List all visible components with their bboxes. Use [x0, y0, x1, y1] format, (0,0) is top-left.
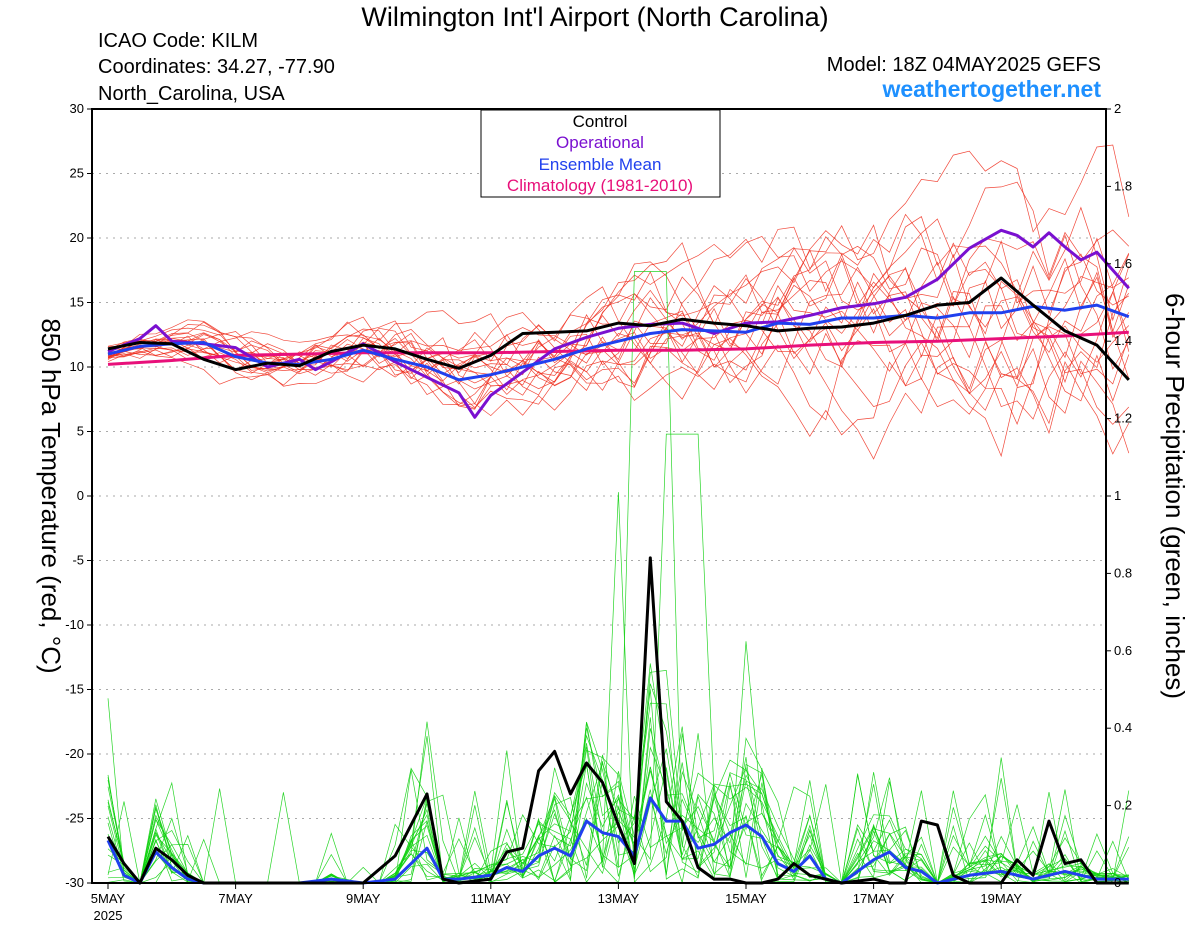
right-tick-label: 0.2 [1114, 798, 1132, 813]
left-tick-label: 5 [77, 424, 84, 439]
x-tick-label: 17MAY [853, 891, 895, 906]
temperature-member-line [107, 234, 1130, 372]
left-tick-label: -5 [72, 553, 84, 568]
right-tick-label: 1.2 [1114, 411, 1132, 426]
right-tick-label: 1.8 [1114, 178, 1132, 193]
temperature-member-line [107, 237, 1129, 437]
model-run: Model: 18Z 04MAY2025 GEFS [827, 54, 1101, 76]
x-tick-label: 9MAY [346, 891, 381, 906]
legend-box [480, 109, 721, 198]
x-tick-label: 15MAY [725, 891, 767, 906]
right-axis-ticks: 0 0.2 0.4 0.6 0.8 1 1.2 1.4 1.6 1.8 2 [1106, 101, 1132, 890]
temperature-member-line [107, 286, 1130, 421]
x-tick-label: 7MAY [218, 891, 253, 906]
legend-climatology: Climatology (1981-2010) [507, 176, 693, 195]
x-axis-ticks: 5MAY 2025 7MAY 9MAY 11MAY 13MAY 15MAY 17MAY 19MA… [91, 883, 1022, 923]
left-tick-label: 10 [70, 359, 84, 374]
location: North_Carolina, USA [98, 83, 285, 105]
left-tick-label: -25 [65, 811, 84, 826]
left-axis-label: 850 hPa Temperature (red, °C) [36, 318, 66, 673]
temperature-member-line [107, 254, 1130, 420]
temperature-member-line [107, 242, 1130, 454]
left-tick-label: 15 [70, 295, 84, 310]
x-tick-label: 11MAY [470, 891, 511, 906]
chart-title: Wilmington Int'l Airport (North Carolina… [361, 2, 828, 32]
left-tick-label: -15 [65, 682, 84, 697]
icao-code: ICAO Code: KILM [98, 30, 258, 52]
left-tick-label: 20 [70, 230, 84, 245]
legend-ensemble-mean: Ensemble Mean [539, 155, 662, 174]
temperature-ensemble-members [107, 144, 1130, 460]
right-tick-label: 1.6 [1114, 256, 1132, 271]
grid-lines [92, 173, 1106, 819]
legend-operational: Operational [556, 133, 644, 152]
right-tick-label: 0.6 [1114, 643, 1132, 658]
left-axis-ticks: -30 -25 -20 -15 -10 -5 0 5 10 15 20 25 30 [65, 101, 92, 890]
temperature-member-line [107, 272, 1130, 411]
temperature-member-line [107, 206, 1130, 377]
precipitation-member-line [107, 721, 1129, 884]
left-tick-label: -10 [65, 617, 84, 632]
temp-control-line [107, 276, 1130, 381]
temperature-member-line [107, 257, 1130, 396]
left-tick-label: -20 [65, 746, 84, 761]
temperature-member-line [107, 216, 1130, 425]
right-tick-label: 1 [1114, 488, 1121, 503]
right-tick-label: 2 [1114, 101, 1121, 116]
right-axis-label: 6-hour Precipitation (green, inches) [1160, 293, 1190, 699]
site-link[interactable]: weathertogether.net [881, 76, 1101, 102]
temperature-member-line [107, 253, 1129, 405]
left-tick-label: 0 [77, 488, 84, 503]
temperature-member-line [107, 275, 1130, 460]
right-tick-label: 0 [1114, 875, 1121, 890]
legend-control: Control [573, 112, 628, 131]
x-tick-label: 19MAY [980, 891, 1022, 906]
x-tick-year: 2025 [94, 908, 123, 923]
right-tick-label: 0.8 [1114, 565, 1132, 580]
x-tick-label: 5MAY [91, 891, 126, 906]
x-tick-label: 13MAY [598, 891, 640, 906]
coordinates: Coordinates: 34.27, -77.90 [98, 56, 335, 78]
legend: Control Operational Ensemble Mean Climat… [480, 109, 721, 198]
right-tick-label: 0.4 [1114, 720, 1132, 735]
temp-climatology-1981-2010-line [107, 330, 1129, 366]
left-tick-label: -30 [65, 875, 84, 890]
temperature-member-line [107, 144, 1130, 417]
left-tick-label: 25 [70, 166, 84, 181]
left-tick-label: 30 [70, 101, 84, 116]
right-tick-label: 1.4 [1114, 333, 1132, 348]
